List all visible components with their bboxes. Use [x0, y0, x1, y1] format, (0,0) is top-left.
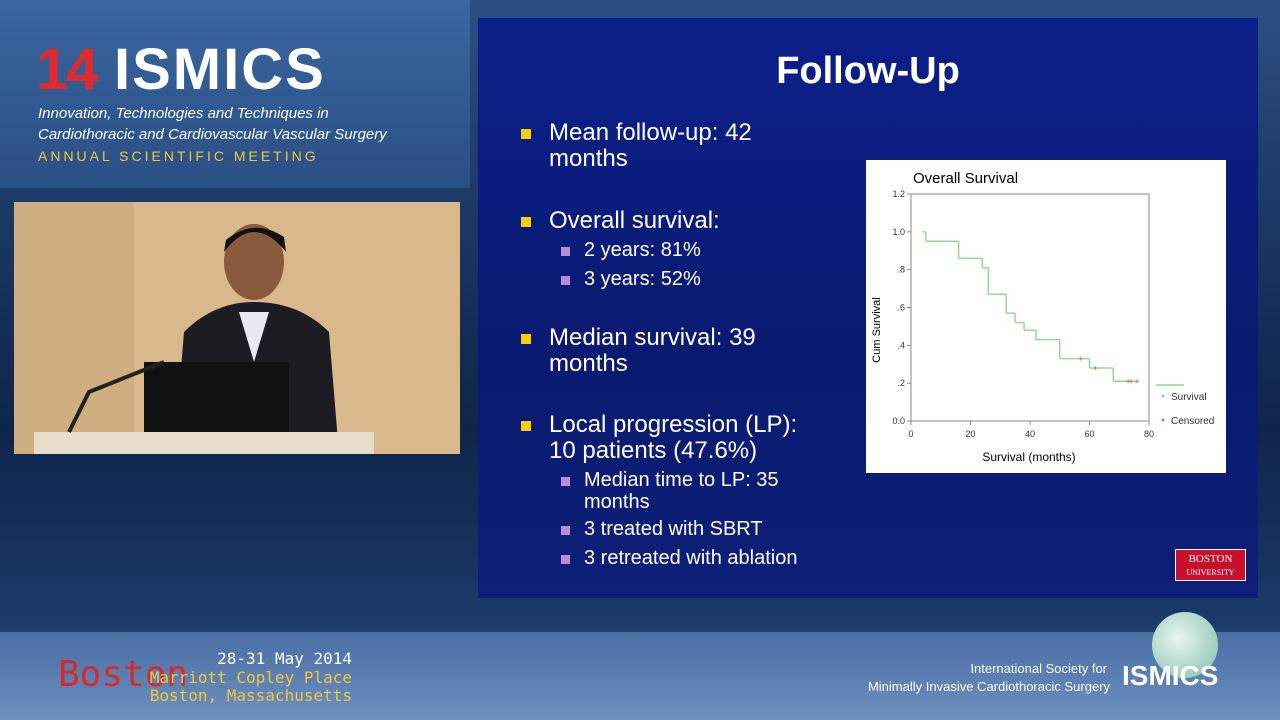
- x-tick-label: 60: [1084, 429, 1094, 439]
- sub-bullet-text: months: [584, 491, 650, 513]
- sub-bullet-text: 3 treated with SBRT: [584, 518, 763, 540]
- chart-title: Overall Survival: [913, 170, 1018, 187]
- legend-label: Censored: [1171, 416, 1214, 427]
- sub-bullet-icon: [561, 555, 570, 564]
- bullet-text: Overall survival:: [549, 207, 720, 234]
- bullet-icon: [521, 129, 531, 139]
- bullet-text: Mean follow-up: 42: [549, 119, 752, 146]
- bullet-icon: [521, 217, 531, 227]
- sub-bullet-text: 3 years: 52%: [584, 268, 701, 290]
- slide-title: Follow-Up: [776, 50, 960, 92]
- x-tick-label: 0: [908, 429, 913, 439]
- y-tick-label: 1.0: [892, 227, 905, 237]
- speaker-video: [14, 202, 460, 454]
- logo-number: 14: [36, 37, 98, 102]
- bullet-text: Local progression (LP):: [549, 411, 798, 438]
- sub-bullet-icon: [561, 276, 570, 285]
- bullet-text: Median survival: 39: [549, 324, 756, 351]
- footer-logo: ISMICS: [1122, 660, 1219, 691]
- survival-chart: Overall Survival Survival (months) Cum S…: [866, 160, 1226, 473]
- censored-mark: [1129, 379, 1134, 384]
- header-line: Innovation, Technologies and Techniques …: [38, 105, 329, 122]
- y-tick-label: 1.2: [892, 189, 905, 199]
- x-tick-label: 20: [965, 429, 975, 439]
- legend-label: Survival: [1171, 392, 1207, 403]
- censored-mark: [1135, 379, 1140, 384]
- sub-bullet-icon: [561, 477, 570, 486]
- sub-bullet-icon: [561, 247, 570, 256]
- legend-dot: [1161, 418, 1165, 422]
- y-tick-label: .8: [897, 265, 905, 275]
- x-tick-label: 40: [1025, 429, 1035, 439]
- bullet-text: 10 patients (47.6%): [549, 437, 758, 464]
- footer-society: International Society for: [970, 661, 1107, 676]
- bullet-text: months: [549, 145, 628, 172]
- sub-bullet-text: 3 retreated with ablation: [584, 547, 798, 569]
- footer-band: [0, 632, 1280, 720]
- sub-bullet-text: Median time to LP: 35: [584, 469, 779, 491]
- footer-place: Boston, Massachusetts: [149, 686, 352, 705]
- footer-dates: 28-31 May 2014: [217, 649, 352, 668]
- bullet-icon: [521, 421, 531, 431]
- x-tick-label: 80: [1144, 429, 1154, 439]
- sub-bullet-icon: [561, 526, 570, 535]
- logo-line: BOSTON: [1188, 553, 1233, 565]
- x-axis-label: Survival (months): [982, 450, 1075, 464]
- y-tick-label: 0.0: [892, 416, 905, 426]
- censored-mark: [1078, 356, 1083, 361]
- header-meeting: ANNUAL SCIENTIFIC MEETING: [38, 148, 319, 164]
- censored-mark: [1093, 366, 1098, 371]
- bullet-text: months: [549, 350, 628, 377]
- header-line: Cardiothoracic and Cardiovascular Vascul…: [38, 126, 387, 143]
- y-tick-label: .4: [897, 340, 905, 350]
- university-logo: BOSTON UNIVERSITY: [1175, 549, 1246, 581]
- header-band: [0, 0, 470, 188]
- logo-line: UNIVERSITY: [1186, 568, 1235, 577]
- y-axis-label: Cum Survival: [871, 297, 883, 362]
- sub-bullet-text: 2 years: 81%: [584, 239, 701, 261]
- legend-dot: [1161, 394, 1165, 398]
- bullet-icon: [521, 334, 531, 344]
- footer-city: Boston: [58, 654, 189, 695]
- footer-society: Minimally Invasive Cardiothoracic Surger…: [867, 679, 1110, 694]
- y-tick-label: .2: [897, 378, 905, 388]
- y-tick-label: .6: [897, 303, 905, 313]
- footer-venue: Marriott Copley Place: [149, 668, 352, 687]
- logo-text: ISMICS: [114, 37, 326, 102]
- footer-globe: [1152, 612, 1218, 678]
